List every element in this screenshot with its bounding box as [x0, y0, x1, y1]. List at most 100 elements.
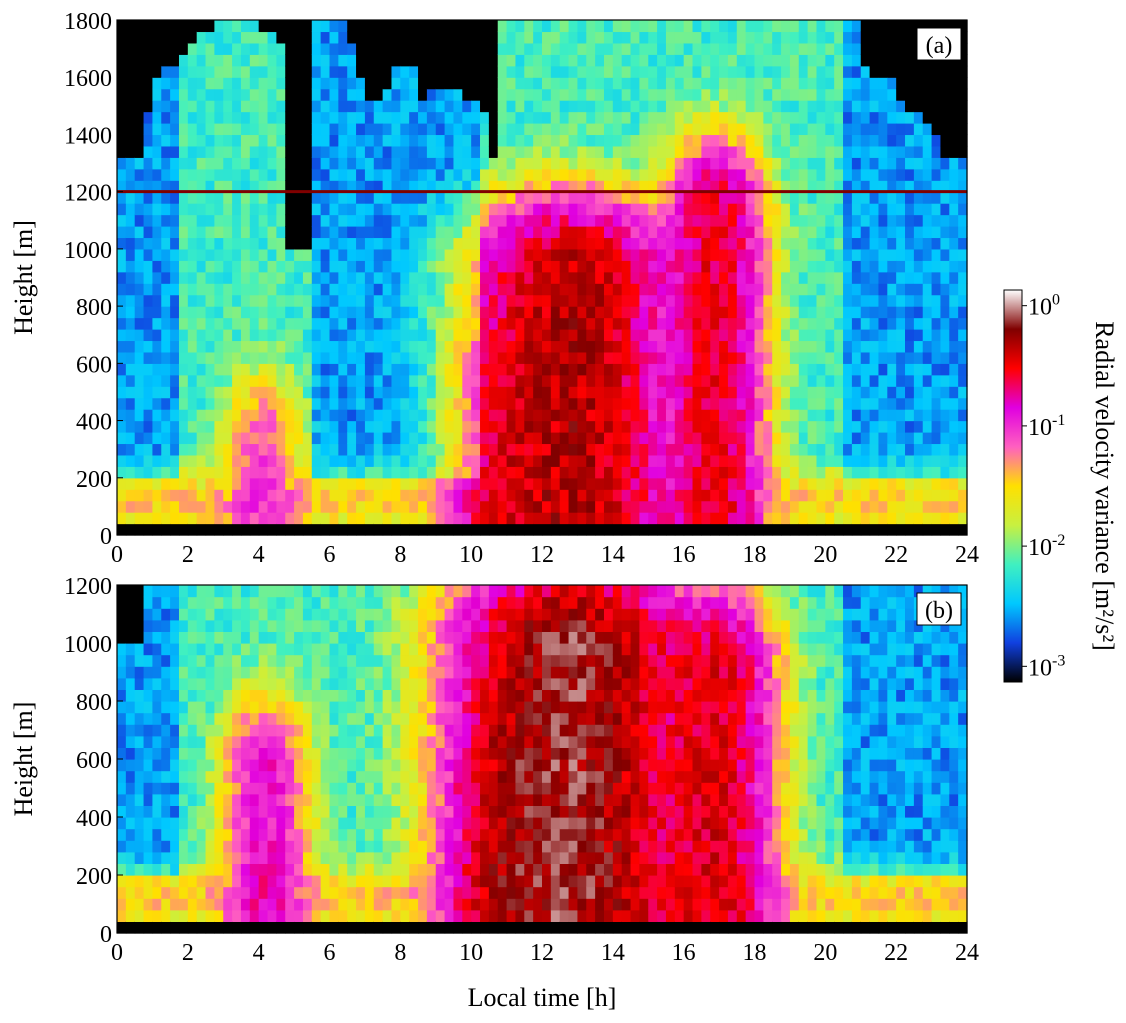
heatmap-cell — [258, 329, 269, 342]
heatmap-cell — [311, 168, 322, 181]
heatmap-cell — [240, 735, 251, 748]
heatmap-cell — [170, 735, 180, 748]
heatmap-cell — [657, 42, 667, 55]
heatmap-cell — [533, 294, 543, 307]
heatmap-cell — [267, 134, 277, 147]
heatmap-cell — [542, 100, 552, 113]
heatmap-cell — [887, 180, 897, 193]
heatmap-cell — [692, 420, 702, 433]
heatmap-cell — [506, 20, 517, 33]
heatmap-cell — [789, 100, 800, 113]
heatmap-cell — [763, 397, 773, 410]
heatmap-cell — [825, 374, 835, 387]
heatmap-cell — [630, 88, 640, 101]
heatmap-cell — [488, 157, 499, 170]
heatmap-cell — [400, 31, 410, 44]
heatmap-cell — [435, 237, 446, 250]
heatmap-cell — [134, 363, 145, 376]
heatmap-cell — [896, 20, 906, 33]
heatmap-cell — [471, 260, 481, 273]
heatmap-cell — [285, 168, 295, 181]
heatmap-cell — [931, 477, 942, 490]
heatmap-cell — [338, 420, 348, 433]
heatmap-cell — [232, 631, 242, 644]
heatmap-cell — [701, 306, 711, 319]
heatmap-cell — [329, 191, 339, 204]
heatmap-cell — [187, 875, 198, 888]
heatmap-cell — [515, 271, 525, 284]
heatmap-cell — [143, 875, 154, 888]
heatmap-cell — [701, 145, 711, 158]
heatmap-cell — [719, 145, 729, 158]
heatmap-cell — [524, 157, 534, 170]
heatmap-cell — [187, 724, 198, 737]
heatmap-cell — [373, 271, 384, 284]
heatmap-cell — [745, 283, 756, 296]
heatmap-cell — [665, 306, 676, 319]
heatmap-cell — [117, 875, 127, 888]
heatmap-cell — [338, 477, 348, 490]
heatmap-cell — [117, 248, 127, 261]
heatmap-cell — [488, 191, 499, 204]
heatmap-cell — [347, 420, 357, 433]
heatmap-cell — [462, 500, 472, 513]
heatmap-cell — [497, 443, 508, 456]
heatmap-cell — [931, 374, 942, 387]
heatmap-cell — [577, 237, 587, 250]
heatmap-cell — [329, 317, 339, 330]
heatmap-cell — [223, 770, 233, 783]
heatmap-cell — [860, 191, 871, 204]
heatmap-cell — [338, 443, 348, 456]
heatmap-cell — [674, 351, 685, 364]
heatmap-cell — [152, 340, 162, 353]
heatmap-cell — [187, 420, 198, 433]
heatmap-cell — [409, 454, 419, 467]
heatmap-cell — [595, 203, 605, 216]
heatmap-cell — [665, 454, 676, 467]
heatmap-cell — [267, 619, 277, 632]
heatmap-cell — [798, 180, 809, 193]
heatmap-cell — [816, 248, 826, 261]
heatmap-cell — [913, 248, 924, 261]
heatmap-cell — [444, 477, 455, 490]
heatmap-cell — [825, 351, 835, 364]
heatmap-cell — [736, 111, 747, 124]
heatmap-cell — [612, 134, 623, 147]
heatmap-cell — [896, 443, 906, 456]
heatmap-cell — [480, 237, 490, 250]
heatmap-cell — [187, 123, 198, 136]
heatmap-cell — [329, 512, 339, 525]
heatmap-cell — [621, 65, 632, 78]
heatmap-cell — [727, 111, 738, 124]
heatmap-cell — [125, 666, 136, 679]
heatmap-cell — [409, 351, 419, 364]
heatmap-cell — [311, 329, 322, 342]
heatmap-cell — [187, 643, 198, 656]
heatmap-cell — [276, 828, 286, 841]
heatmap-cell — [338, 77, 348, 90]
heatmap-cell — [595, 340, 605, 353]
heatmap-cell — [258, 54, 269, 67]
heatmap-cell — [763, 351, 773, 364]
heatmap-cell — [674, 237, 685, 250]
heatmap-cell — [249, 631, 260, 644]
heatmap-cell — [285, 631, 295, 644]
heatmap-cell — [187, 20, 198, 33]
heatmap-cell — [249, 712, 260, 725]
heatmap-cell — [125, 596, 136, 609]
heatmap-cell — [240, 397, 251, 410]
heatmap-cell — [878, 306, 888, 319]
heatmap-cell — [772, 157, 782, 170]
heatmap-cell — [480, 397, 490, 410]
heatmap-cell — [825, 409, 835, 422]
heatmap-cell — [232, 489, 242, 502]
heatmap-cell — [170, 226, 180, 239]
heatmap-cell — [311, 214, 322, 227]
heatmap-cell — [232, 340, 242, 353]
heatmap-cell — [683, 317, 694, 330]
heatmap-cell — [373, 386, 384, 399]
heatmap-cell — [196, 712, 207, 725]
heatmap-cell — [710, 443, 720, 456]
heatmap-cell — [435, 271, 446, 284]
heatmap-cell — [249, 20, 260, 33]
